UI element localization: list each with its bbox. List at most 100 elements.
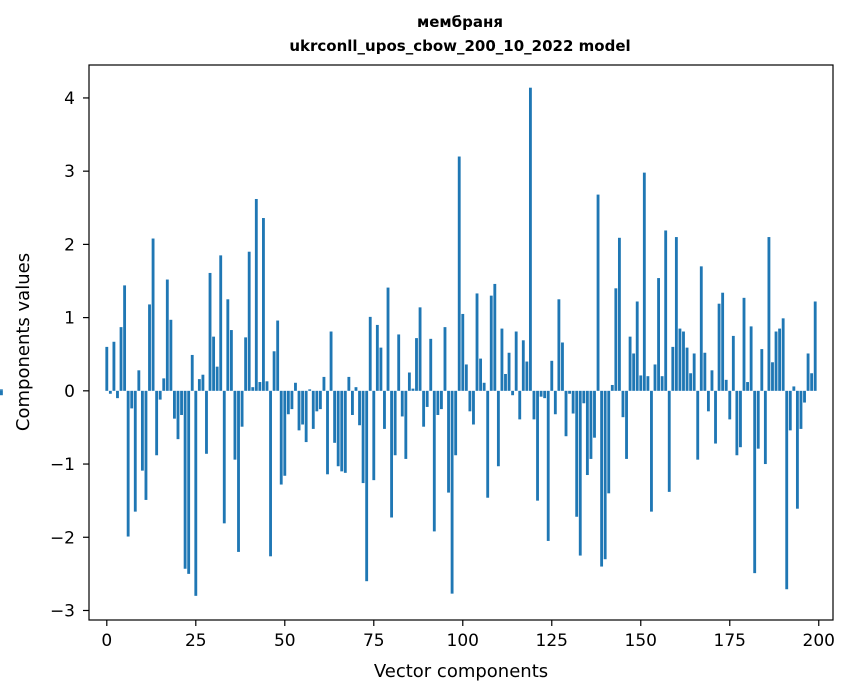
bar xyxy=(262,218,265,391)
bar xyxy=(539,390,543,397)
bar xyxy=(464,364,468,391)
bar xyxy=(717,303,721,391)
bar xyxy=(536,390,539,501)
bar xyxy=(190,354,194,391)
bar xyxy=(407,372,411,391)
bar xyxy=(194,390,198,596)
y-tick-label: −2 xyxy=(50,528,75,548)
bar xyxy=(543,390,547,399)
bar xyxy=(806,353,810,391)
bar xyxy=(771,362,774,391)
bar xyxy=(116,390,119,399)
bar xyxy=(525,361,529,391)
bar xyxy=(575,390,579,517)
bar xyxy=(219,255,223,391)
bar xyxy=(461,313,465,391)
bar xyxy=(667,390,671,492)
bar xyxy=(226,299,230,391)
bar xyxy=(294,382,297,391)
bar xyxy=(472,390,475,425)
x-axis-label: Vector components xyxy=(374,661,548,682)
bar xyxy=(642,172,646,391)
bar xyxy=(767,237,771,391)
bar xyxy=(692,353,696,391)
bar xyxy=(240,390,244,427)
bar xyxy=(386,287,390,391)
bar xyxy=(507,352,511,391)
bar xyxy=(162,378,166,391)
bar xyxy=(746,382,749,391)
bar xyxy=(375,324,379,391)
bar xyxy=(593,390,596,438)
bar xyxy=(728,390,732,420)
bar xyxy=(703,352,707,391)
bar xyxy=(165,279,169,391)
bar xyxy=(699,266,703,391)
bar xyxy=(269,390,272,557)
bar xyxy=(393,390,397,456)
bar xyxy=(710,370,714,391)
y-tick-label: −3 xyxy=(50,601,75,621)
bar xyxy=(749,326,753,391)
bar xyxy=(454,390,458,456)
bar xyxy=(721,292,725,391)
bar xyxy=(571,390,575,414)
bar xyxy=(724,379,728,391)
bar xyxy=(674,237,678,391)
bar xyxy=(180,390,183,415)
y-axis: −3 −2 −1 0 1 2 3 4 xyxy=(50,89,89,621)
bar xyxy=(347,376,351,391)
bar xyxy=(187,390,191,574)
bar xyxy=(521,340,525,391)
bar xyxy=(504,373,507,391)
bar xyxy=(415,338,418,391)
bar xyxy=(304,390,308,443)
bar xyxy=(664,230,668,391)
bar xyxy=(578,390,582,556)
x-axis: 0 25 50 75 100 125 150 175 200 xyxy=(101,620,835,651)
bar xyxy=(568,390,571,394)
bar xyxy=(443,327,447,391)
bar xyxy=(205,390,208,454)
bar xyxy=(696,390,700,460)
bar xyxy=(628,336,632,391)
bar xyxy=(781,318,785,391)
bar xyxy=(390,390,394,518)
bar xyxy=(354,387,358,391)
bar xyxy=(500,328,504,391)
bar xyxy=(176,390,180,440)
bar xyxy=(468,390,472,412)
bar xyxy=(803,390,806,403)
bar xyxy=(564,390,568,437)
x-tick-label: 200 xyxy=(803,631,835,651)
bar xyxy=(475,293,479,391)
bar xyxy=(169,319,173,391)
bar xyxy=(372,390,376,481)
bar xyxy=(589,390,593,459)
y-tick-label: 3 xyxy=(64,162,75,182)
bar xyxy=(0,390,3,396)
bar xyxy=(229,330,233,391)
bar xyxy=(276,320,280,391)
bar xyxy=(582,390,586,404)
bar xyxy=(600,390,604,567)
bar xyxy=(735,390,739,456)
bar xyxy=(326,390,329,475)
y-tick-label: −1 xyxy=(50,455,75,475)
bar xyxy=(439,390,443,410)
chart-title-line-1: мембраня xyxy=(417,13,503,31)
x-tick-label: 75 xyxy=(363,631,385,651)
bar xyxy=(365,390,369,582)
bar xyxy=(774,331,778,391)
bar xyxy=(126,390,130,537)
bar xyxy=(279,390,283,485)
bar xyxy=(404,390,408,459)
bar xyxy=(400,390,404,417)
bar xyxy=(660,376,664,391)
x-tick-label: 100 xyxy=(447,631,479,651)
bar xyxy=(425,390,429,407)
bar xyxy=(493,283,497,391)
bar xyxy=(148,304,151,391)
bar xyxy=(379,347,383,391)
